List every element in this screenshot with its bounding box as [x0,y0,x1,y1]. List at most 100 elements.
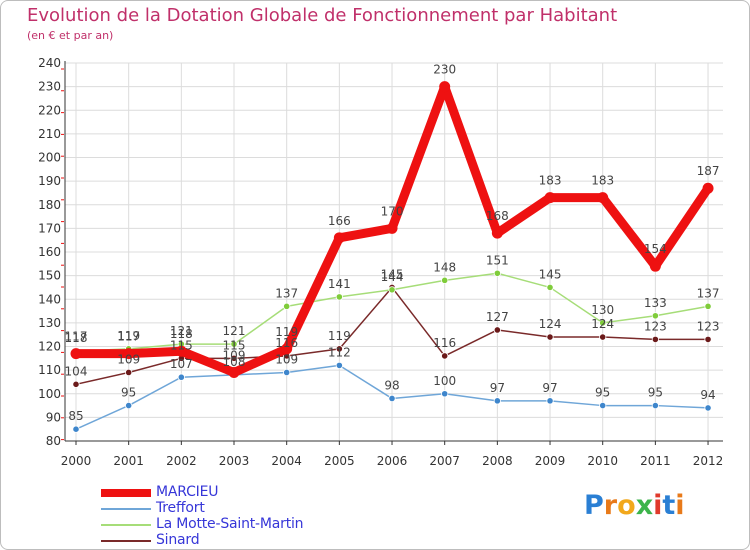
data-point [544,192,556,204]
data-label: 85 [68,409,83,423]
data-label: 123 [697,319,720,333]
data-label: 116 [275,336,298,350]
data-point [72,425,80,433]
data-point [281,343,293,355]
x-tick-label: 2007 [429,454,460,468]
y-tick-label: 110 [38,363,61,377]
data-label: 119 [117,329,140,343]
data-label: 119 [275,325,298,339]
data-label: 95 [121,386,136,400]
data-label: 100 [433,374,456,388]
data-label: 112 [328,345,351,359]
data-point [441,276,449,284]
data-point [493,326,501,334]
y-tick-label: 230 [38,80,61,94]
data-point [335,361,343,369]
data-point [546,397,554,405]
data-point [651,335,659,344]
data-label: 97 [542,381,557,395]
data-label: 170 [381,204,404,218]
data-label: 137 [275,286,298,300]
legend-label: MARCIEU [156,484,219,500]
data-label: 127 [486,310,509,324]
data-label: 117 [117,330,140,344]
legend-item: Treffort [101,500,401,517]
data-point [704,335,712,344]
x-tick-label: 2011 [640,454,671,468]
data-point [388,394,396,403]
x-tick-label: 2000 [61,454,92,468]
data-point [651,312,659,320]
data-point [493,269,501,277]
data-point [230,340,238,348]
data-point [335,293,343,301]
data-point [493,397,501,405]
data-label: 183 [539,174,562,188]
data-point [283,302,291,310]
legend-swatch [101,508,151,510]
data-label: 116 [433,336,456,350]
data-label: 151 [486,253,509,267]
data-point [546,283,554,292]
data-point [546,333,554,341]
x-tick-label: 2006 [377,454,408,468]
data-point [70,348,82,360]
data-point [125,401,133,410]
x-tick-label: 2008 [482,454,513,468]
logo-letter: r [603,490,618,521]
data-label: 97 [490,381,505,395]
y-tick-label: 160 [38,245,61,259]
data-label: 145 [381,267,404,281]
data-point [125,368,133,377]
y-tick-label: 180 [38,198,61,212]
data-label: 121 [223,324,246,338]
data-label: 124 [539,317,562,331]
logo-letter: i [675,490,685,521]
data-point [702,182,714,194]
data-label: 95 [648,386,663,400]
x-tick-label: 2005 [324,454,355,468]
logo-letter: x [635,490,654,521]
legend-item: MARCIEU [101,484,401,501]
data-label: 115 [170,338,193,352]
legend-swatch [101,489,151,497]
legend-swatch [101,540,151,542]
data-label: 109 [223,348,246,362]
data-label: 183 [591,174,614,188]
data-label: 133 [644,296,667,310]
data-label: 145 [539,267,562,281]
data-label: 187 [697,164,720,178]
data-label: 121 [170,324,193,338]
data-point [333,232,345,244]
chart-title: Evolution de la Dotation Globale de Fonc… [27,5,618,26]
data-label: 115 [223,338,246,352]
y-tick-label: 130 [38,316,61,330]
y-tick-label: 80 [46,434,61,448]
data-point [72,380,80,388]
data-label: 123 [644,319,667,333]
data-point [649,260,661,272]
x-tick-label: 2003 [219,454,250,468]
y-tick-label: 200 [38,151,61,165]
x-tick-label: 2009 [535,454,566,468]
y-tick-label: 90 [46,410,61,424]
data-label: 95 [595,386,610,400]
data-label: 154 [644,242,667,256]
data-point [230,354,238,362]
x-tick-label: 2004 [271,454,302,468]
data-label: 137 [697,286,720,300]
logo-letter: t [662,490,676,521]
legend-label: La Motte-Saint-Martin [156,516,304,532]
legend-swatch [101,524,151,526]
data-label: 144 [381,270,404,284]
logo-letter: o [617,490,636,521]
y-tick-label: 170 [38,221,61,235]
data-point [441,390,449,398]
y-tick-label: 150 [38,269,61,283]
y-tick-label: 100 [38,387,61,401]
data-label: 107 [170,357,193,371]
data-label: 130 [591,303,614,317]
data-point [228,366,240,378]
